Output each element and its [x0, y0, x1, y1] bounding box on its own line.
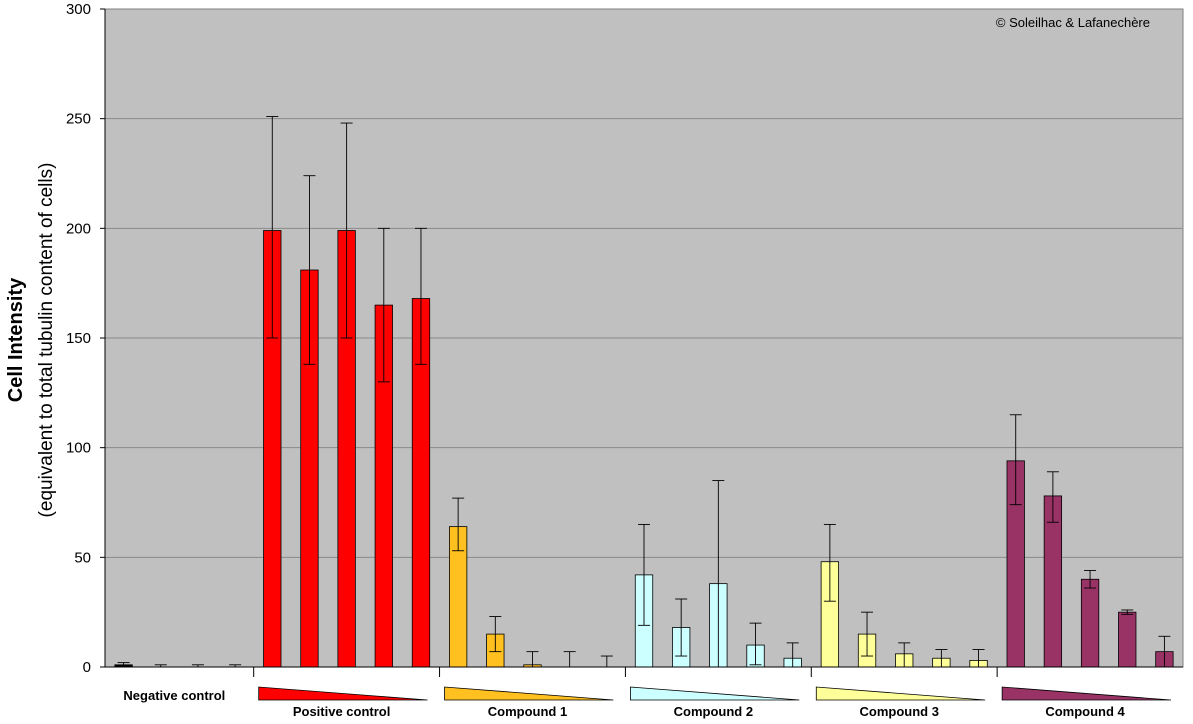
- bar: [1080, 578, 1100, 668]
- y-axis-title-sub: (equivalent to total tubulin content of …: [36, 163, 57, 518]
- group-label: Compound 2: [674, 704, 753, 719]
- group-label: Positive control: [293, 704, 391, 719]
- group-labels: Negative control Positive control Compound…: [123, 686, 1172, 719]
- concentration-gradient-triangle: [258, 686, 428, 701]
- concentration-gradient-triangle: [444, 686, 614, 701]
- concentration-gradient-triangle: [630, 686, 800, 701]
- y-tick-labels: 0 50 100 150 200 250 300: [66, 1, 105, 676]
- group-label: Negative control: [123, 688, 225, 703]
- y-tick-label: 0: [83, 659, 91, 676]
- y-tick-label: 100: [66, 440, 91, 457]
- y-tick-label: 50: [74, 549, 91, 566]
- gridlines: [105, 118, 1183, 558]
- y-tick-label: 300: [66, 1, 91, 18]
- y-tick-label: 250: [66, 111, 91, 128]
- y-axis-title: Cell Intensity (equivalent to total tubu…: [5, 163, 57, 518]
- x-tick-marks: [253, 667, 998, 677]
- copyright-text: © Soleilhac & Lafanechère: [996, 15, 1150, 30]
- bar: [1118, 611, 1137, 668]
- y-tick-label: 150: [66, 330, 91, 347]
- error-bars: [117, 116, 1171, 667]
- y-axis-title-main: Cell Intensity: [5, 277, 27, 402]
- y-tick-label: 200: [66, 220, 91, 237]
- group-label: Compound 3: [859, 704, 938, 719]
- concentration-gradient-triangle: [1001, 686, 1172, 701]
- group-label: Compound 4: [1045, 704, 1125, 719]
- concentration-gradient-triangle: [815, 686, 986, 701]
- group-label: Compound 1: [488, 704, 567, 719]
